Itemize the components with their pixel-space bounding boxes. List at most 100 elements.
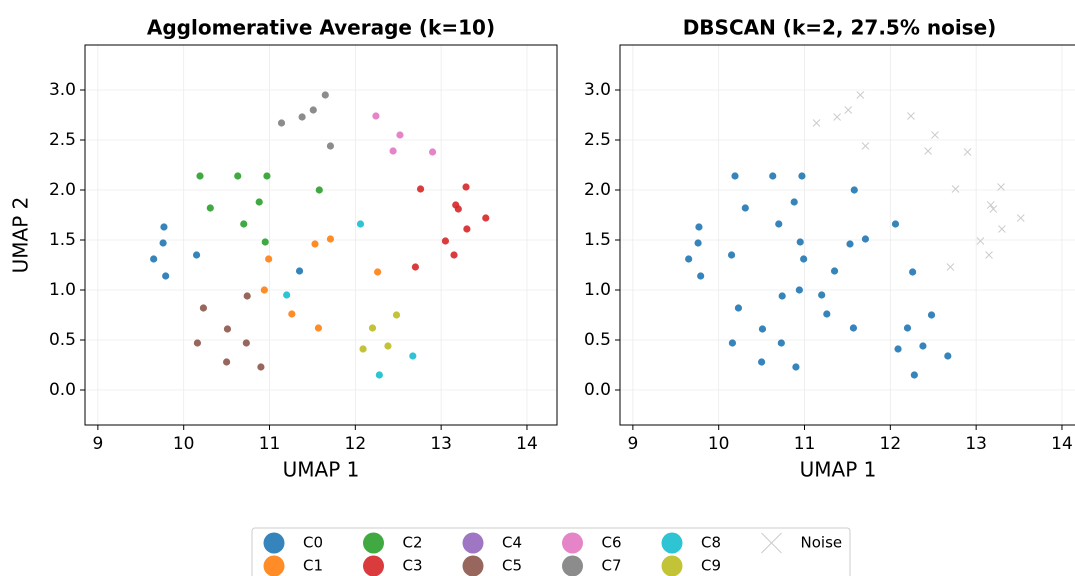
x-tick-label: 13	[965, 434, 987, 454]
point	[359, 345, 367, 353]
point	[800, 255, 808, 263]
noise-point	[946, 263, 955, 271]
point	[927, 311, 936, 319]
noise-point	[907, 112, 915, 120]
legend-label: C9	[701, 557, 721, 575]
point	[372, 112, 380, 120]
point	[919, 342, 927, 350]
point	[685, 255, 693, 263]
point	[910, 371, 918, 379]
point	[830, 267, 839, 275]
noise-point	[976, 237, 985, 245]
x-tick-label: 14	[516, 434, 538, 454]
point	[234, 172, 242, 180]
point	[389, 147, 397, 155]
point	[265, 255, 273, 263]
x-tick-label: 14	[1051, 434, 1073, 454]
point	[240, 220, 248, 228]
point	[731, 172, 739, 180]
point	[728, 339, 737, 347]
x-tick-label: 11	[259, 434, 281, 454]
legend-label: C7	[602, 557, 622, 575]
noise-point	[985, 251, 993, 259]
noise-point	[856, 91, 865, 99]
point	[758, 325, 767, 333]
point	[416, 185, 425, 193]
legend-marker	[363, 532, 384, 554]
point	[392, 311, 401, 319]
point	[894, 345, 902, 353]
legend-label: Noise	[801, 534, 843, 552]
point	[846, 240, 854, 248]
y-tick-label: 2.0	[584, 180, 611, 200]
point	[206, 204, 214, 212]
x-tick-label: 9	[627, 434, 638, 454]
chart-title: DBSCAN (k=2, 27.5% noise)	[683, 16, 997, 40]
point	[326, 142, 335, 150]
legend-label: C4	[502, 534, 522, 552]
point	[375, 371, 383, 379]
legend-label: C0	[303, 534, 323, 552]
noise-point	[998, 225, 1006, 233]
y-tick-label: 0.0	[49, 380, 76, 400]
x-tick-label: 11	[794, 434, 816, 454]
y-tick-label: 0.5	[49, 330, 76, 350]
point	[159, 239, 167, 247]
point	[257, 363, 265, 371]
point	[192, 251, 201, 259]
point	[861, 235, 870, 243]
point	[777, 339, 785, 347]
point	[758, 358, 766, 366]
point	[450, 251, 458, 259]
point	[368, 324, 377, 332]
legend-label: C1	[303, 557, 323, 575]
axes-frame	[84, 44, 558, 426]
noise-point	[951, 185, 960, 193]
axes: 9 10 11 12 13 14 0.0 0.5 1.0 1.5 2.0 2.5 3.0 DBSCAN (…	[584, 16, 1075, 482]
point	[223, 325, 232, 333]
plot-area	[85, 45, 557, 425]
legend-label: C2	[403, 534, 423, 552]
legend-marker	[661, 532, 683, 554]
point	[792, 363, 800, 371]
point	[697, 272, 705, 280]
point	[849, 324, 858, 332]
legend-marker	[462, 532, 484, 554]
point	[162, 272, 170, 280]
point	[462, 183, 470, 191]
point	[694, 239, 702, 247]
point	[891, 220, 900, 228]
point	[727, 251, 736, 259]
axes: 9 10 11 12 13 14 0.0 0.5 1.0 1.5 2.0 2.5 3.0 Agglomer…	[9, 16, 558, 482]
noise-point	[997, 183, 1005, 191]
axes-frame	[619, 44, 1075, 426]
y-axis-label: UMAP 2	[9, 197, 33, 274]
x-tick-label: 10	[173, 434, 195, 454]
point	[850, 186, 858, 194]
point	[193, 339, 202, 347]
point	[374, 268, 382, 276]
x-tick-label: 9	[92, 434, 103, 454]
point	[769, 172, 777, 180]
point	[288, 310, 296, 318]
legend-label: C6	[602, 534, 622, 552]
point	[903, 324, 912, 332]
legend-marker	[761, 532, 782, 554]
point	[326, 235, 335, 243]
y-tick-label: 3.0	[49, 80, 76, 100]
x-axis-label: UMAP 1	[800, 458, 877, 482]
legend-marker	[562, 555, 583, 576]
y-tick-label: 1.0	[49, 280, 76, 300]
noise-point	[812, 119, 821, 127]
point	[482, 214, 490, 222]
point	[283, 291, 291, 299]
point	[384, 342, 392, 350]
point	[314, 324, 323, 332]
point	[309, 106, 317, 114]
point	[944, 352, 952, 360]
noise-point	[931, 131, 939, 139]
point	[199, 304, 208, 312]
legend-label: C8	[701, 534, 721, 552]
legend-marker	[462, 555, 484, 576]
